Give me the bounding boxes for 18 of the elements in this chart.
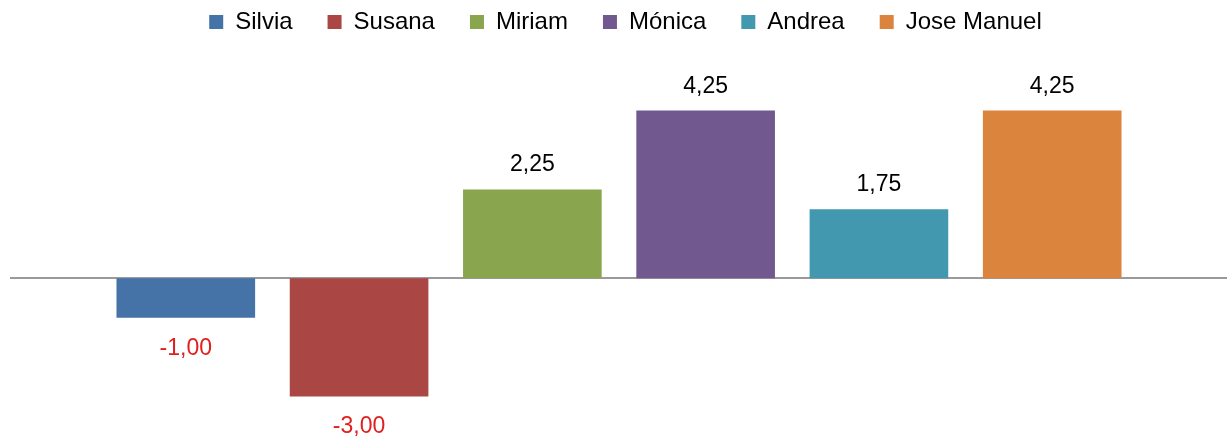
bar — [289, 278, 429, 397]
bar — [116, 278, 256, 318]
data-label: 4,25 — [683, 71, 729, 98]
bar — [809, 209, 949, 279]
legend-label: Silvia — [235, 6, 294, 34]
data-label: -3,00 — [332, 412, 386, 436]
legend-label: Andrea — [767, 6, 846, 34]
data-label: 4,25 — [1029, 71, 1075, 98]
bar — [463, 189, 602, 279]
bar — [636, 110, 775, 279]
legend-label: Susana — [353, 6, 436, 34]
data-label: 2,25 — [509, 150, 555, 177]
legend-label: Jose Manuel — [905, 6, 1042, 34]
data-label: 1,75 — [856, 170, 902, 197]
legend-label: Miriam — [495, 6, 568, 34]
bar — [982, 110, 1122, 279]
legend-label: Mónica — [628, 6, 707, 34]
data-label: -1,00 — [159, 333, 213, 360]
